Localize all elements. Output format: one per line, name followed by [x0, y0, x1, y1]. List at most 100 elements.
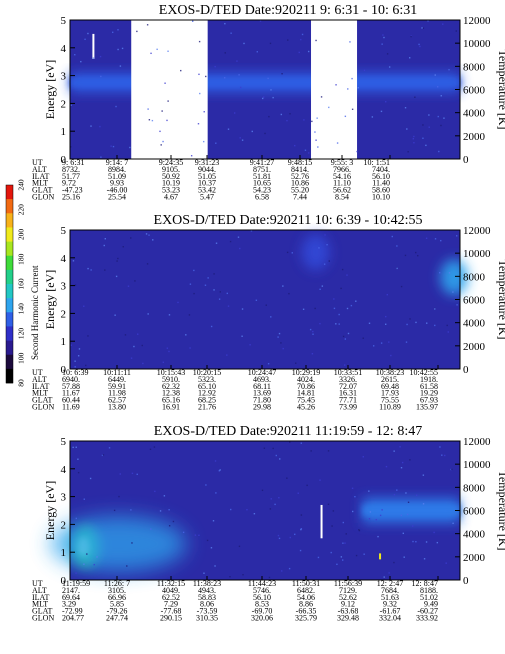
noise-speck	[401, 461, 404, 464]
y-tick-label-right: 12000	[463, 15, 491, 27]
noise-speck	[289, 113, 291, 115]
ephemeris-row-label: MLT	[32, 179, 48, 188]
noise-speck	[319, 322, 321, 325]
noise-speck	[294, 144, 296, 147]
noise-speck	[77, 458, 79, 460]
noise-speck	[226, 354, 228, 356]
noise-speck	[147, 108, 149, 110]
noise-speck	[219, 469, 221, 471]
noise-speck	[224, 52, 226, 54]
noise-speck	[317, 146, 319, 148]
noise-speck	[74, 360, 76, 362]
noise-speck	[340, 556, 343, 558]
noise-speck	[404, 107, 407, 109]
noise-speck	[380, 110, 383, 113]
noise-speck	[214, 460, 217, 462]
noise-speck	[148, 119, 151, 121]
ephemeris-value: 67.93	[420, 396, 438, 405]
noise-speck	[159, 510, 162, 512]
noise-speck	[318, 247, 320, 249]
noise-speck	[168, 509, 170, 511]
ephemeris-value: 12.38	[162, 389, 180, 398]
noise-speck	[74, 284, 77, 286]
noise-speck	[415, 321, 417, 324]
noise-speck	[141, 344, 143, 347]
colorbar-swatch	[6, 354, 13, 370]
ephemeris-value: 10: 6:39	[62, 368, 88, 377]
noise-speck	[385, 101, 387, 103]
noise-speck	[281, 570, 283, 572]
noise-speck	[193, 292, 195, 295]
ephemeris-value: 77.71	[339, 396, 357, 405]
noise-speck	[268, 115, 270, 118]
ephemeris-value: 4024.	[297, 375, 315, 384]
noise-speck	[226, 292, 229, 295]
noise-speck	[189, 347, 191, 349]
plot-noise	[70, 230, 458, 368]
noise-speck	[166, 347, 169, 349]
noise-speck	[350, 304, 353, 307]
noise-speck	[297, 492, 299, 494]
noise-speck	[236, 60, 238, 62]
noise-speck	[72, 446, 74, 449]
noise-speck	[439, 446, 441, 448]
ephemeris-row-label: GLON	[32, 614, 54, 623]
noise-speck	[75, 517, 78, 520]
ephemeris-value: 11:50:31	[292, 579, 320, 588]
ephemeris-value: -46.00	[107, 186, 128, 195]
noise-speck	[70, 104, 73, 106]
ephemeris-value: 69.64	[62, 593, 80, 602]
noise-speck	[405, 492, 407, 494]
noise-speck	[215, 242, 218, 244]
noise-speck	[355, 554, 358, 557]
colorbar-tick-label: 120	[17, 328, 26, 340]
ephemeris-value: 10.10	[372, 193, 390, 202]
colorbar-swatch	[6, 298, 13, 313]
noise-speck	[263, 447, 266, 449]
noise-speck	[83, 305, 85, 307]
noise-speck	[104, 269, 106, 271]
plot-features	[50, 497, 460, 572]
ephemeris-value: 9: 6:31	[62, 158, 84, 167]
ephemeris-value: 70.86	[297, 382, 315, 391]
noise-speck	[238, 74, 240, 76]
noise-speck	[303, 119, 305, 121]
noise-speck	[265, 304, 267, 306]
ephemeris-value: 16.91	[162, 403, 180, 412]
noise-speck	[277, 336, 279, 338]
noise-speck	[422, 124, 424, 126]
ephemeris-value: 68.25	[198, 396, 216, 405]
noise-speck	[388, 341, 390, 343]
noise-speck	[300, 514, 303, 516]
noise-speck	[396, 267, 398, 270]
colorbar-swatch	[6, 213, 13, 228]
ephemeris-value: 8732.	[62, 165, 80, 174]
noise-speck	[110, 145, 112, 147]
noise-speck	[154, 490, 156, 493]
y-tick-label-right: 2000	[463, 341, 486, 353]
colorbar-swatch	[6, 269, 13, 285]
ephemeris-value: 62.52	[162, 593, 180, 602]
noise-speck	[307, 152, 310, 154]
noise-speck	[77, 355, 80, 357]
ephemeris-value: 51.63	[381, 593, 399, 602]
noise-speck	[172, 520, 175, 523]
noise-speck	[241, 139, 244, 141]
noise-speck	[146, 263, 149, 265]
y-tick-label: 4	[61, 464, 67, 476]
noise-speck	[269, 42, 272, 45]
noise-speck	[152, 239, 154, 241]
ephemeris-value: 329.48	[337, 614, 359, 623]
noise-speck	[412, 525, 414, 527]
noise-speck	[130, 237, 132, 239]
ephemeris-value: 16.31	[339, 389, 357, 398]
noise-speck	[124, 334, 127, 336]
noise-speck	[436, 541, 439, 544]
noise-speck	[412, 540, 414, 543]
data-gap	[311, 19, 358, 160]
ephemeris-value: 4693.	[253, 375, 271, 384]
noise-speck	[238, 545, 241, 548]
ephemeris-value: 8.06	[200, 600, 214, 609]
